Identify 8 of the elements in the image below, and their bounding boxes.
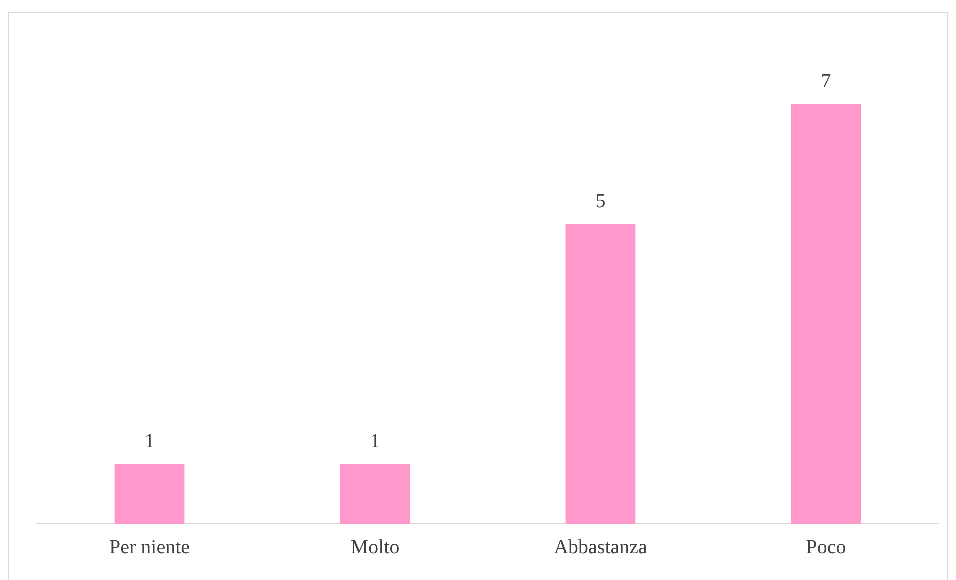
data-label: 7 xyxy=(821,70,832,92)
x-tick-label: Molto xyxy=(350,536,400,558)
x-tick-label: Per niente xyxy=(109,536,190,558)
data-label: 1 xyxy=(370,430,380,452)
x-tick-label: Abbastanza xyxy=(554,536,648,558)
x-tick-label: Poco xyxy=(806,536,846,558)
data-label: 5 xyxy=(596,190,606,212)
data-label: 1 xyxy=(144,430,155,452)
